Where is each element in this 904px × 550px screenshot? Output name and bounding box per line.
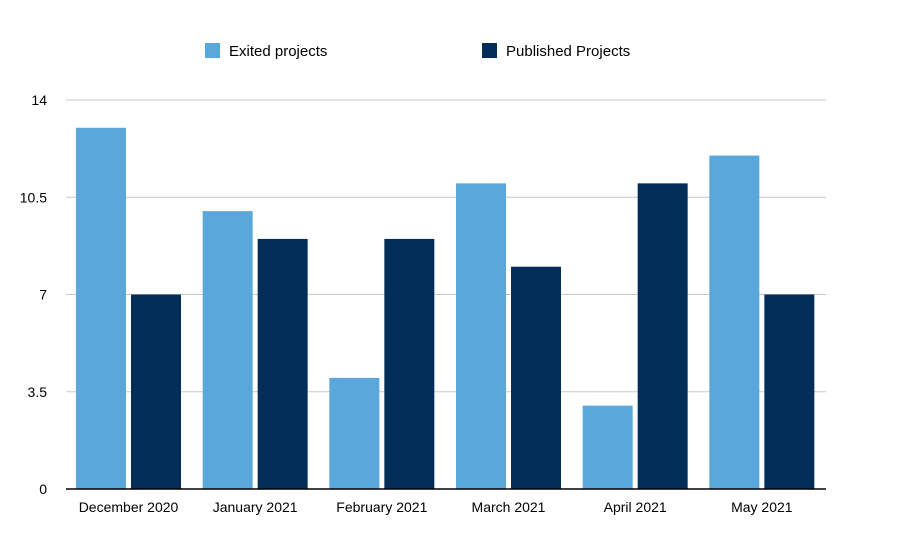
- legend[interactable]: Exited projects Published Projects: [205, 43, 630, 60]
- bar-exited-0[interactable]: [76, 127, 126, 490]
- y-tick-label: 7: [39, 287, 47, 303]
- bar-exited-3[interactable]: [456, 183, 506, 489]
- bar-exited-1[interactable]: [202, 211, 253, 489]
- x-tick-label: January 2021: [213, 499, 298, 515]
- x-tick-label: December 2020: [79, 499, 179, 515]
- y-tick-label: 10.5: [20, 189, 47, 205]
- bar-published-1[interactable]: [257, 238, 308, 489]
- y-tick-label: 0: [39, 481, 47, 497]
- y-tick-label: 14: [31, 92, 47, 108]
- axes: 0 3.5 7 10.5 14 December 2020 January 2021 Febr…: [20, 92, 826, 515]
- bars: [76, 127, 815, 490]
- x-tick-label: March 2021: [472, 499, 546, 515]
- bar-exited-4[interactable]: [582, 405, 633, 489]
- x-tick-label: February 2021: [336, 499, 427, 515]
- legend-swatch-0[interactable]: [205, 43, 220, 58]
- x-tick-label: April 2021: [604, 499, 667, 515]
- y-tick-label: 3.5: [28, 384, 48, 400]
- bar-published-4[interactable]: [637, 183, 688, 489]
- legend-label-0[interactable]: Exited projects: [229, 43, 327, 60]
- bar-published-0[interactable]: [131, 294, 181, 490]
- bar-exited-5[interactable]: [709, 155, 760, 490]
- bar-published-3[interactable]: [511, 266, 561, 489]
- bar-published-5[interactable]: [764, 294, 815, 490]
- gridlines: [66, 99, 826, 393]
- bar-exited-2[interactable]: [329, 377, 380, 489]
- bar-published-2[interactable]: [384, 238, 435, 489]
- x-tick-label: May 2021: [731, 499, 793, 515]
- legend-swatch-1[interactable]: [482, 43, 497, 58]
- legend-label-1[interactable]: Published Projects: [506, 43, 630, 60]
